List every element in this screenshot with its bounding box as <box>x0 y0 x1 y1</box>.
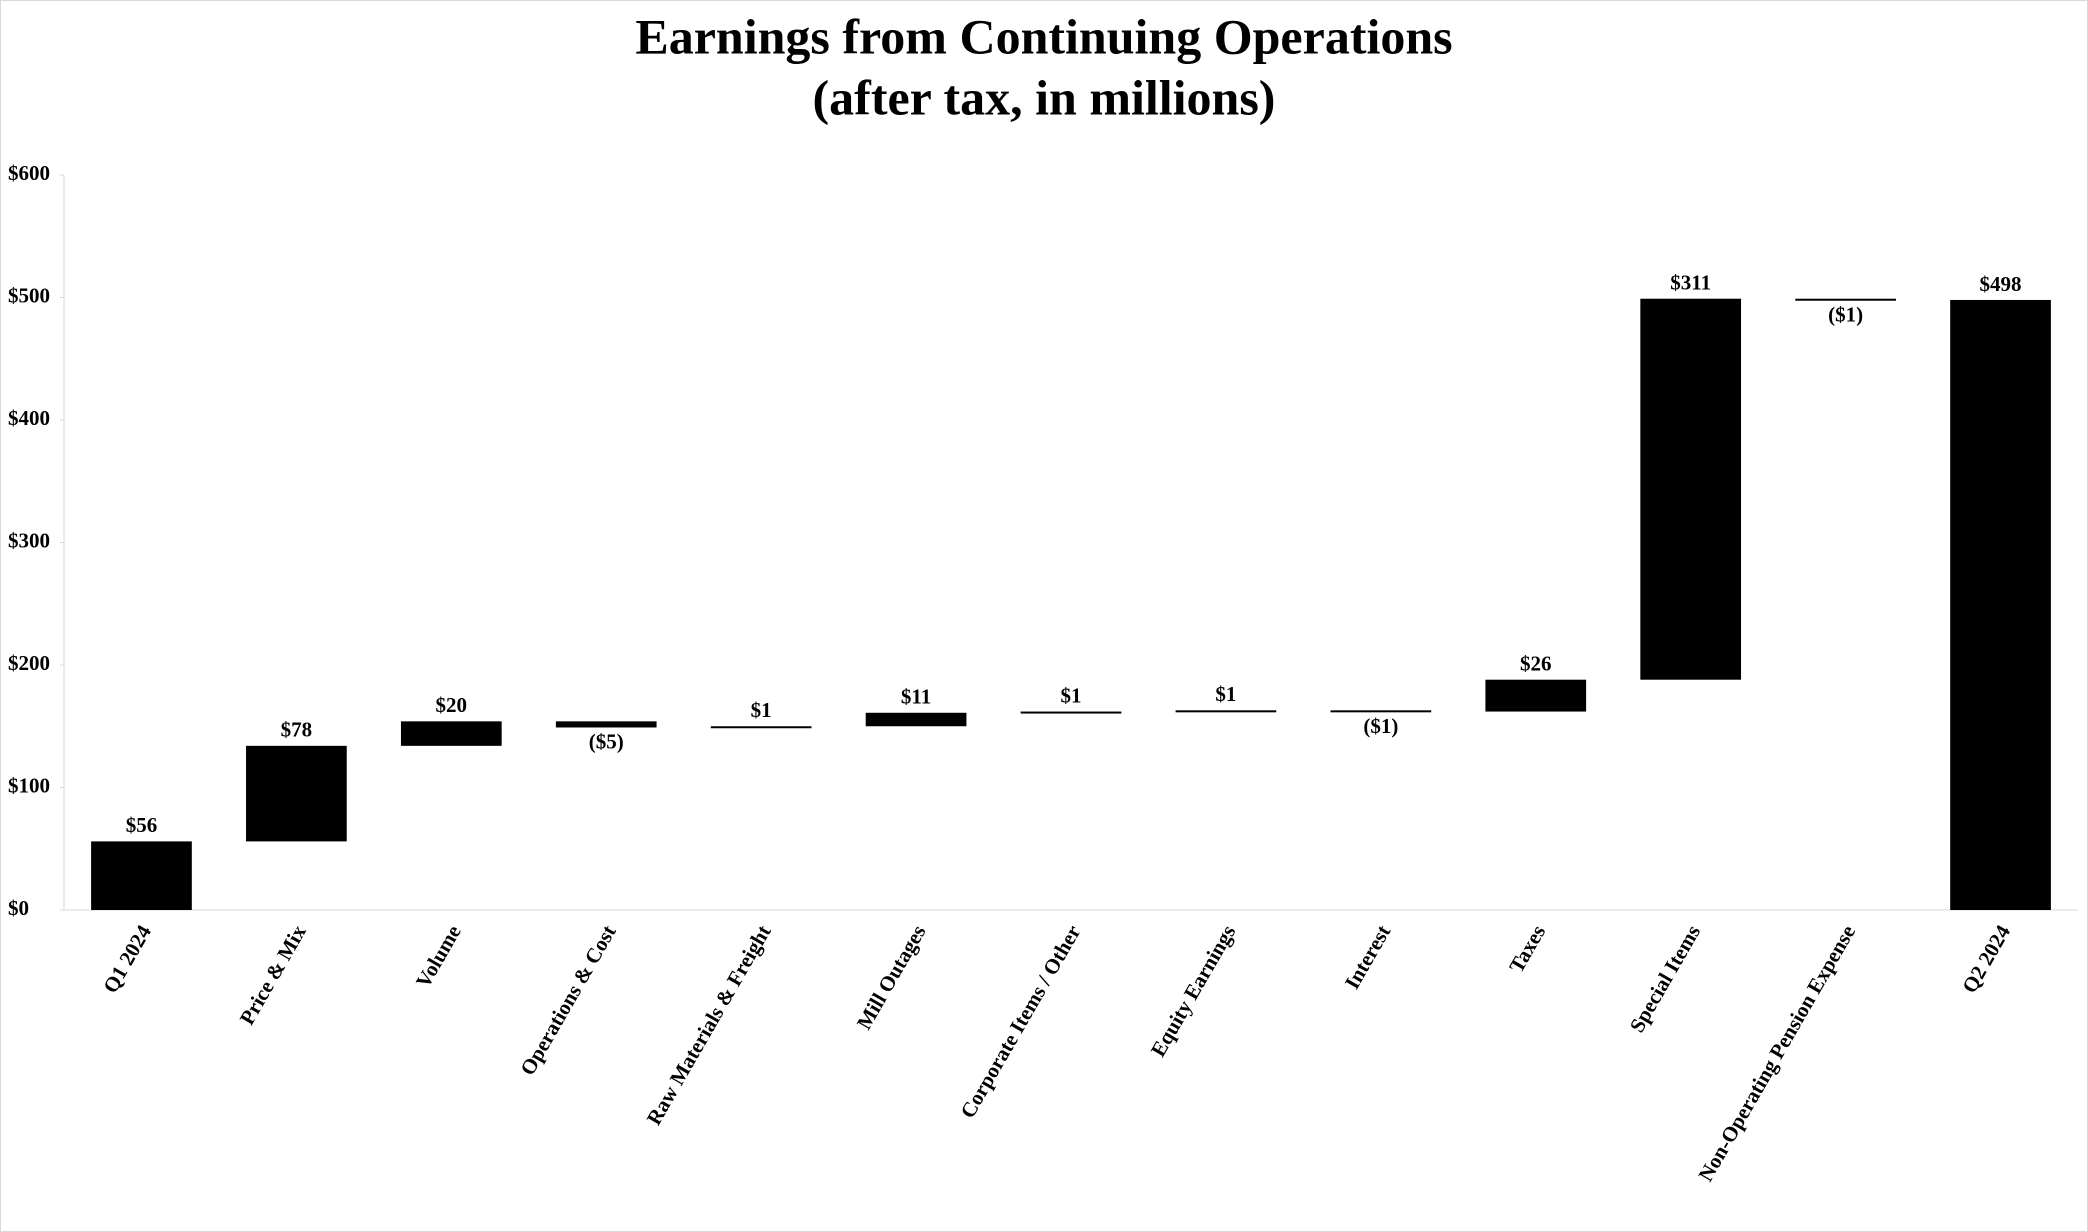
value-label: $498 <box>1980 272 2022 296</box>
bar <box>710 726 812 729</box>
bar <box>1795 298 1896 301</box>
y-tick-label: $100 <box>8 773 50 797</box>
value-label: ($5) <box>589 729 624 753</box>
bar <box>91 841 192 910</box>
bar <box>246 745 347 842</box>
value-label: $1 <box>1061 683 1082 707</box>
chart-subtitle: (after tax, in millions) <box>813 69 1276 125</box>
bar <box>865 712 967 727</box>
y-tick-label: $200 <box>8 651 50 675</box>
bar <box>1640 298 1742 680</box>
bar <box>1330 710 1432 713</box>
bar <box>400 721 502 746</box>
y-tick-label: $300 <box>8 528 50 552</box>
value-label: $20 <box>436 693 468 717</box>
value-label: $11 <box>901 685 931 709</box>
y-tick-label: $0 <box>8 896 29 920</box>
value-label: $56 <box>126 813 158 837</box>
value-label: $1 <box>751 698 772 722</box>
value-label: $26 <box>1520 652 1552 676</box>
chart-title: Earnings from Continuing Operations <box>635 8 1452 64</box>
value-label: ($1) <box>1828 303 1863 327</box>
y-tick-label: $400 <box>8 406 50 430</box>
bar <box>1950 299 2051 910</box>
bar <box>1485 679 1587 712</box>
bar <box>1175 710 1277 713</box>
value-label: $1 <box>1215 682 1236 706</box>
value-label: $78 <box>281 718 313 742</box>
y-tick-label: $500 <box>8 283 50 307</box>
value-label: $311 <box>1670 271 1711 295</box>
value-label: ($1) <box>1363 714 1398 738</box>
y-tick-label: $600 <box>8 161 50 185</box>
bar <box>555 721 657 728</box>
bar <box>1020 711 1122 714</box>
